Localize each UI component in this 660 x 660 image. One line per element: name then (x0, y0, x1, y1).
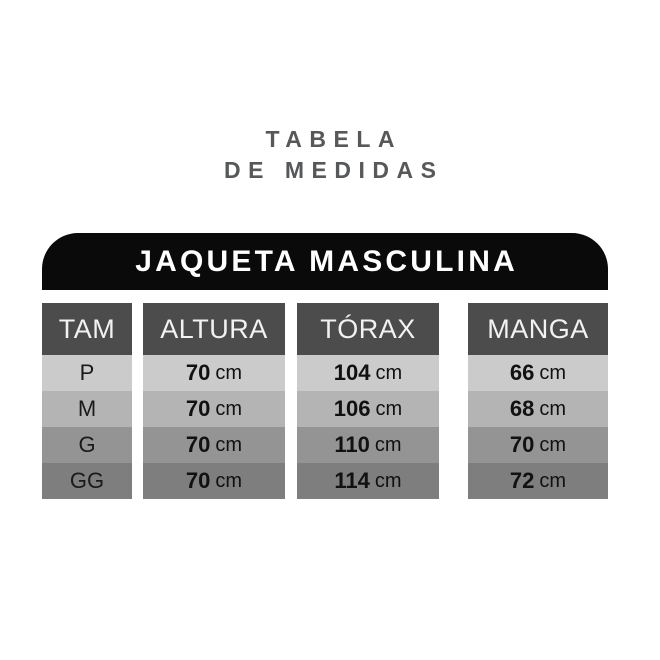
table-cell-manga-0: 66 cm (468, 355, 608, 391)
title-line-2: DE MEDIDAS (224, 157, 444, 183)
cell-unit: cm (374, 469, 402, 492)
cell-value: 70 (509, 432, 535, 457)
table-cell-manga-2: 70 cm (468, 427, 608, 463)
cell-value: 68 (509, 396, 535, 421)
cell-unit: cm (215, 469, 243, 492)
cell-value: M (77, 396, 97, 421)
table-cell-tam-0: P (42, 355, 132, 391)
table-cell-altura-1: 70 cm (143, 391, 285, 427)
table-cell-tam-1: M (42, 391, 132, 427)
cell-value: 114 (334, 468, 370, 493)
cell-unit: cm (539, 397, 567, 420)
cell-unit: cm (374, 433, 402, 456)
table-cell-torax-0: 104 cm (297, 355, 439, 391)
table-cell-altura-2: 70 cm (143, 427, 285, 463)
column-header-tam: TAM (42, 303, 132, 355)
table-cell-altura-3: 70 cm (143, 463, 285, 499)
cell-unit: cm (539, 469, 567, 492)
page-title: TABELA DE MEDIDAS (0, 124, 660, 186)
column-header-altura: ALTURA (143, 303, 285, 355)
cell-unit: cm (539, 361, 567, 384)
product-banner-label: JAQUETA MASCULINA (135, 244, 518, 278)
table-cell-torax-1: 106 cm (297, 391, 439, 427)
product-banner: JAQUETA MASCULINA (42, 233, 608, 290)
cell-value: 70 (185, 396, 211, 421)
cell-value: 72 (509, 468, 535, 493)
cell-value: 106 (333, 396, 371, 421)
cell-value: 110 (334, 432, 370, 457)
column-header-manga: MANGA (468, 303, 608, 355)
table-cell-tam-2: G (42, 427, 132, 463)
table-cell-torax-3: 114 cm (297, 463, 439, 499)
table-cell-tam-3: GG (42, 463, 132, 499)
cell-unit: cm (539, 433, 567, 456)
cell-value: 70 (185, 468, 211, 493)
measurements-table: TAM P M G GG ALTURA 70 cm 70 cm 70 cm 70 cm … (42, 303, 608, 499)
cell-unit: cm (215, 433, 243, 456)
table-cell-altura-0: 70 cm (143, 355, 285, 391)
column-gap (439, 303, 468, 499)
column-manga: MANGA 66 cm 68 cm 70 cm 72 cm (468, 303, 608, 499)
column-torax: TÓRAX 104 cm 106 cm 110 cm 114 cm (297, 303, 439, 499)
cell-unit: cm (215, 397, 243, 420)
column-gap (132, 303, 143, 499)
cell-value: G (78, 432, 96, 457)
cell-value: GG (69, 468, 105, 493)
cell-unit: cm (375, 361, 403, 384)
cell-value: 104 (333, 360, 371, 385)
title-line-1: TABELA (265, 126, 403, 152)
cell-unit: cm (215, 361, 243, 384)
column-altura: ALTURA 70 cm 70 cm 70 cm 70 cm (143, 303, 285, 499)
table-cell-torax-2: 110 cm (297, 427, 439, 463)
table-cell-manga-3: 72 cm (468, 463, 608, 499)
column-gap (285, 303, 297, 499)
cell-value: P (79, 360, 95, 385)
column-tam: TAM P M G GG (42, 303, 132, 499)
cell-unit: cm (375, 397, 403, 420)
column-header-torax: TÓRAX (297, 303, 439, 355)
cell-value: 70 (185, 432, 211, 457)
cell-value: 66 (509, 360, 535, 385)
table-cell-manga-1: 68 cm (468, 391, 608, 427)
cell-value: 70 (185, 360, 211, 385)
